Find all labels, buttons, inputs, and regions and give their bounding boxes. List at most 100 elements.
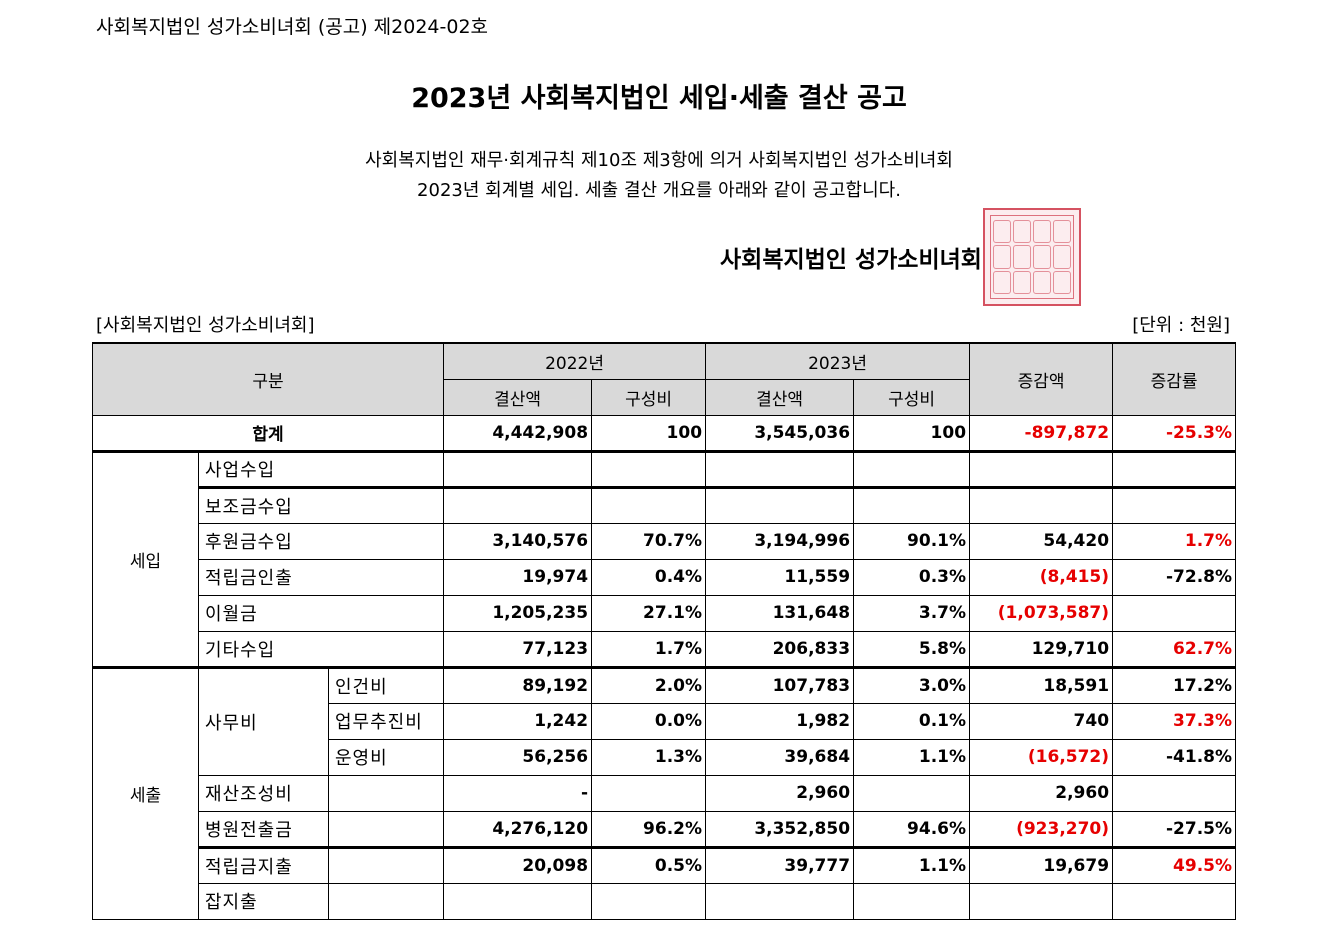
- ratio-2023: 0.1%: [853, 702, 971, 740]
- amount-2023: [705, 882, 855, 920]
- amount-2022: -: [443, 774, 593, 812]
- empty-cell: [327, 845, 445, 884]
- amount-2022: 1,205,235: [443, 594, 593, 632]
- revenue-category-label: 세입: [92, 449, 199, 668]
- settlement-table: 구분 2022년 2023년 증감액 증감률 결산액 구성비 결산액 구성비 합…: [91, 342, 1237, 920]
- ratio-2022: 27.1%: [591, 594, 707, 632]
- ratio-2022: 70.7%: [591, 522, 707, 560]
- ratio-2023: 1.1%: [853, 738, 971, 776]
- change: (8,415): [969, 558, 1114, 596]
- ratio-2022: 2.0%: [591, 665, 707, 704]
- change-rate: 62.7%: [1112, 630, 1237, 668]
- notice-body: 사회복지법인 재무·회계규칙 제10조 제3항에 의거 사회복지법인 성가소비녀…: [0, 146, 1318, 206]
- row-item: 기타수입: [197, 630, 445, 668]
- amount-2023: 3,352,850: [705, 810, 855, 848]
- change: [969, 485, 1114, 524]
- total-change-rate: -25.3%: [1112, 414, 1237, 453]
- change-rate: [1112, 594, 1237, 632]
- empty-cell: [327, 882, 445, 920]
- table-row: 업무추진비 1,242 0.0% 1,982 0.1% 740 37.3%: [93, 702, 1237, 740]
- amount-2023: 3,194,996: [705, 522, 855, 560]
- table-row: 보조금수입: [93, 485, 1237, 524]
- row-item: 업무추진비: [327, 702, 445, 740]
- change-rate: -72.8%: [1112, 558, 1237, 596]
- page-title: 2023년 사회복지법인 세입·세출 결산 공고: [411, 83, 907, 114]
- table-row: 세입 사업수입: [92, 449, 1237, 668]
- change: 129,710: [969, 630, 1114, 668]
- change: (16,572): [969, 738, 1114, 776]
- ratio-2023: [853, 485, 971, 524]
- notice-body-line1: 사회복지법인 재무·회계규칙 제10조 제3항에 의거 사회복지법인 성가소비녀…: [365, 150, 953, 171]
- ratio-2022: [591, 485, 707, 524]
- ratio-2022: 0.5%: [591, 845, 707, 884]
- total-amount-2023: 3,545,036: [705, 414, 855, 453]
- amount-2023: 206,833: [705, 630, 855, 668]
- official-seal-icon: [983, 208, 1081, 306]
- table-row: 이월금 1,205,235 27.1% 131,648 3.7% (1,073,…: [93, 594, 1237, 632]
- header-change: 증감액: [969, 342, 1114, 416]
- table-row: 후원금수입 3,140,576 70.7% 3,194,996 90.1% 54…: [93, 522, 1237, 560]
- row-item: 인건비: [327, 665, 445, 704]
- seal-inner-border: [990, 215, 1074, 299]
- amount-2022: 3,140,576: [443, 522, 593, 560]
- amount-2023: 107,783: [705, 665, 855, 704]
- header-ratio-2023: 구성비: [853, 378, 971, 416]
- ratio-2023: [853, 882, 971, 920]
- change: (1,073,587): [969, 594, 1114, 632]
- notice-body-line2: 2023년 회계별 세입. 세출 결산 개요를 아래와 같이 공고합니다.: [417, 180, 901, 201]
- row-item: 사업수입: [197, 449, 445, 488]
- row-item: 운영비: [327, 738, 445, 776]
- empty-cell: [327, 810, 445, 848]
- header-row-1: 구분 2022년 2023년 증감액 증감률: [91, 342, 1237, 416]
- amount-2023: 1,982: [705, 702, 855, 740]
- total-amount-2022: 4,442,908: [443, 414, 593, 453]
- ratio-2023: 5.8%: [853, 630, 971, 668]
- row-item: 적립금지출: [198, 845, 329, 884]
- table-row: 적립금지출 20,098 0.5% 39,777 1.1% 19,679 49.…: [93, 845, 1237, 884]
- ratio-2022: 1.3%: [591, 738, 707, 776]
- expenditure-category-label: 세출: [92, 665, 199, 920]
- change-rate: 49.5%: [1112, 845, 1237, 884]
- row-item: 보조금수입: [197, 485, 445, 524]
- ratio-2022: 1.7%: [591, 630, 707, 668]
- change: 2,960: [969, 774, 1114, 812]
- amount-2023: 2,960: [705, 774, 855, 812]
- change-rate: [1112, 882, 1237, 920]
- table-row: 운영비 56,256 1.3% 39,684 1.1% (16,572) -41…: [93, 738, 1237, 776]
- ratio-2023: 3.0%: [853, 665, 971, 704]
- ratio-2022: 0.4%: [591, 558, 707, 596]
- total-ratio-2023: 100: [853, 414, 971, 453]
- ratio-2023: 1.1%: [853, 845, 971, 884]
- change: [969, 882, 1114, 920]
- ratio-2023: 94.6%: [853, 810, 971, 848]
- table-row: 기타수입 77,123 1.7% 206,833 5.8% 129,710 62…: [93, 630, 1237, 668]
- table-row: 병원전출금 4,276,120 96.2% 3,352,850 94.6% (9…: [93, 810, 1237, 848]
- amount-2022: 89,192: [443, 665, 593, 704]
- change-rate: [1112, 774, 1237, 812]
- header-change-rate: 증감률: [1112, 342, 1237, 416]
- amount-2023: 39,777: [705, 845, 855, 884]
- row-item: 후원금수입: [197, 522, 445, 560]
- amount-2022: 20,098: [443, 845, 593, 884]
- total-ratio-2022: 100: [591, 414, 707, 453]
- change: 19,679: [969, 845, 1114, 884]
- row-item: 재산조성비: [198, 774, 329, 812]
- change-rate: 17.2%: [1112, 665, 1237, 704]
- amount-2022: 19,974: [443, 558, 593, 596]
- ratio-2022: 96.2%: [591, 810, 707, 848]
- ratio-2022: 0.0%: [591, 702, 707, 740]
- ratio-2023: 3.7%: [853, 594, 971, 632]
- amount-2022: [443, 882, 593, 920]
- ratio-2022: [591, 882, 707, 920]
- ratio-2023: [853, 774, 971, 812]
- ratio-2022: [591, 774, 707, 812]
- change-rate: 37.3%: [1112, 702, 1237, 740]
- amount-2023: [705, 449, 855, 488]
- header-category: 구분: [91, 342, 445, 416]
- change-rate: [1112, 485, 1237, 524]
- change: (923,270): [969, 810, 1114, 848]
- change: 740: [969, 702, 1114, 740]
- total-row: 합계 4,442,908 100 3,545,036 100 -897,872 …: [91, 414, 1237, 453]
- ratio-2023: 0.3%: [853, 558, 971, 596]
- change-rate: -27.5%: [1112, 810, 1237, 848]
